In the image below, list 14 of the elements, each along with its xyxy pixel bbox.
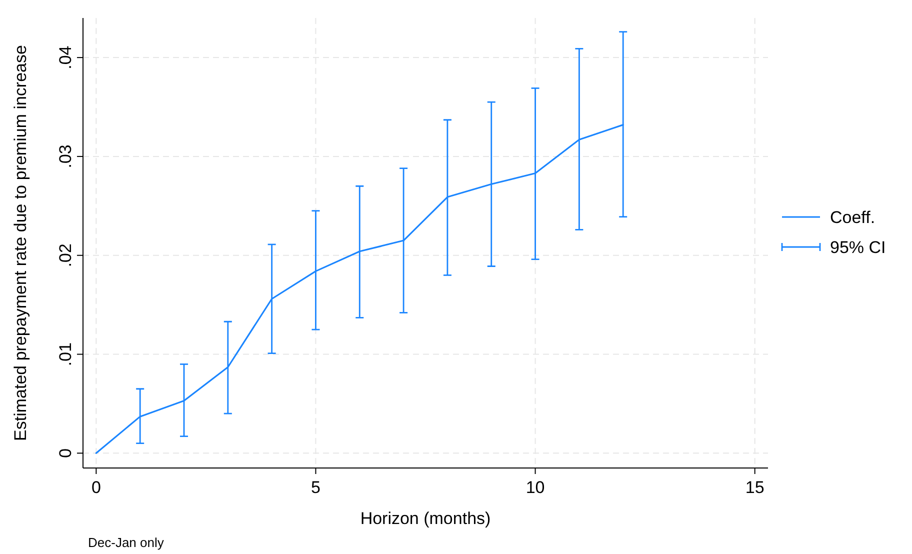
y-axis-title: Estimated prepayment rate due to premium increase: [11, 45, 30, 441]
x-tick-label: 15: [745, 478, 764, 497]
x-tick-label: 10: [526, 478, 545, 497]
x-tick-label: 0: [91, 478, 101, 497]
y-tick-label: .03: [56, 144, 75, 168]
text: Dec-Jan only: [88, 535, 164, 550]
y-tick-label: 0: [56, 448, 75, 458]
y-tick-label: .04: [56, 46, 75, 70]
text: 95% CI: [830, 238, 886, 257]
legend-label: Coeff.: [830, 208, 876, 227]
y-tick-label: .01: [56, 342, 75, 366]
x-axis-title: Horizon (months): [360, 509, 491, 528]
y-tick-label: .02: [56, 244, 75, 268]
x-tick-label: 5: [310, 478, 320, 497]
